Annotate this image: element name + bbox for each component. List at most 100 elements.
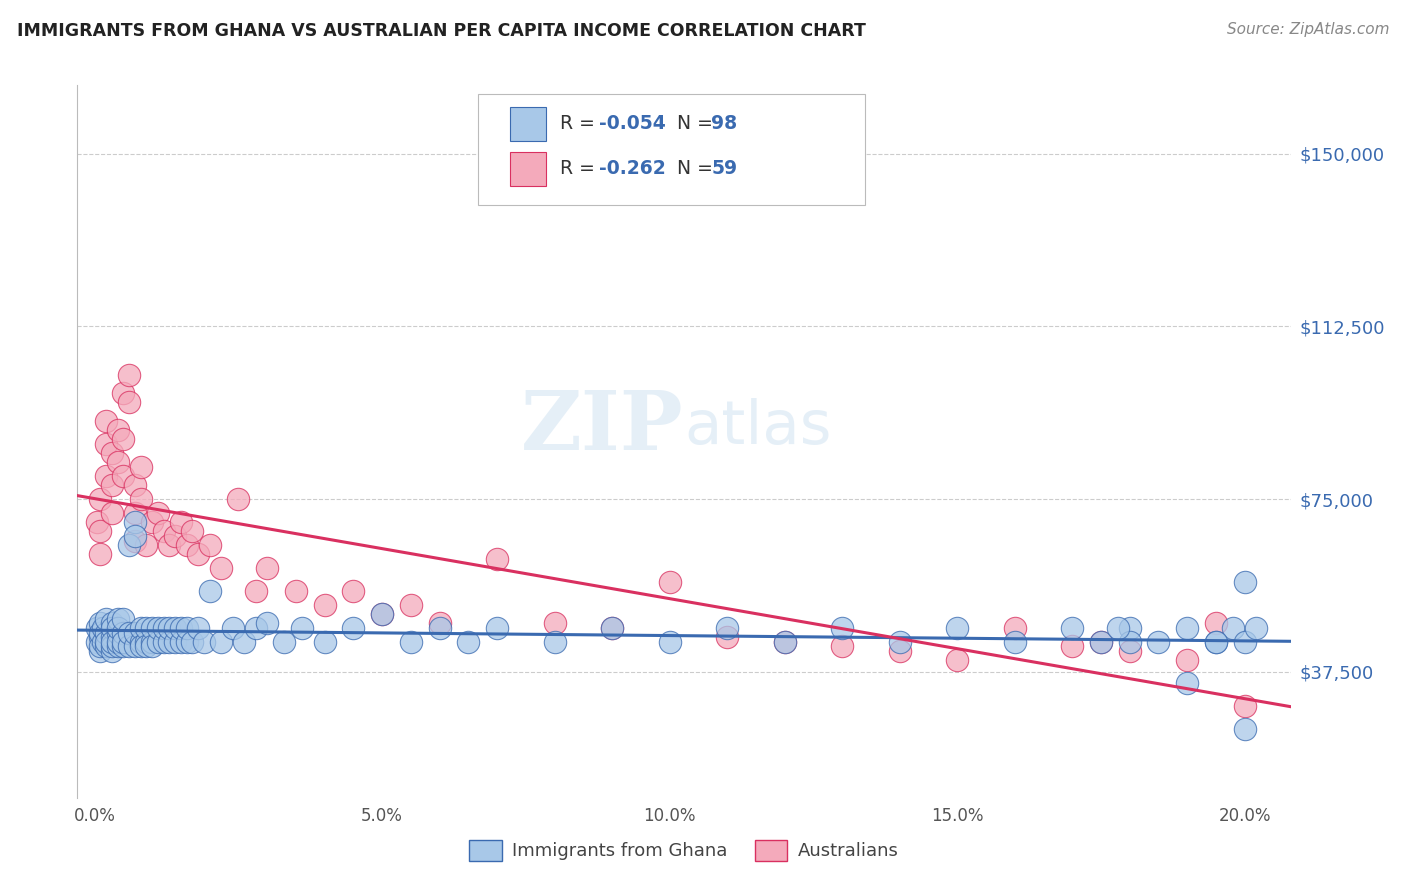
Point: [112, 432, 135, 446]
Point: [1175, 621, 1198, 635]
Point: [86, 621, 108, 635]
Point: [314, 635, 336, 649]
Text: Source: ZipAtlas.com: Source: ZipAtlas.com: [1226, 22, 1389, 37]
Point: [1147, 635, 1170, 649]
Point: [1004, 621, 1026, 635]
Point: [284, 584, 307, 599]
Point: [112, 469, 135, 483]
Point: [543, 635, 565, 649]
Point: [486, 621, 509, 635]
Point: [135, 640, 157, 654]
Point: [889, 635, 911, 649]
Point: [118, 368, 141, 382]
Point: [245, 584, 267, 599]
Point: [543, 616, 565, 631]
Point: [1222, 621, 1244, 635]
Point: [170, 621, 193, 635]
Point: [1062, 640, 1084, 654]
Point: [157, 538, 180, 552]
Text: N =: N =: [665, 114, 718, 134]
Point: [112, 612, 135, 626]
Point: [342, 584, 364, 599]
Point: [118, 395, 141, 409]
Point: [176, 621, 198, 635]
Point: [129, 621, 152, 635]
Point: [716, 621, 738, 635]
Point: [124, 478, 146, 492]
Point: [773, 635, 796, 649]
Point: [91, 621, 114, 635]
Point: [1233, 723, 1256, 737]
Point: [1118, 621, 1140, 635]
Point: [256, 616, 278, 631]
Point: [118, 640, 141, 654]
Point: [107, 625, 129, 640]
Point: [135, 538, 157, 552]
Point: [157, 635, 180, 649]
Point: [94, 469, 117, 483]
Point: [124, 515, 146, 529]
Text: 59: 59: [711, 159, 738, 178]
Point: [193, 635, 215, 649]
Point: [94, 635, 117, 649]
Point: [146, 621, 169, 635]
Point: [112, 625, 135, 640]
Point: [107, 621, 129, 635]
Point: [889, 644, 911, 658]
Point: [94, 414, 117, 428]
Point: [89, 524, 111, 539]
Point: [1233, 574, 1256, 589]
Point: [112, 635, 135, 649]
Point: [228, 492, 250, 507]
Point: [152, 621, 174, 635]
Point: [86, 635, 108, 649]
Text: -0.262: -0.262: [599, 159, 665, 178]
Point: [89, 640, 111, 654]
Point: [429, 616, 451, 631]
Point: [1205, 635, 1227, 649]
Point: [89, 644, 111, 658]
Point: [198, 538, 221, 552]
Point: [209, 635, 232, 649]
Point: [89, 492, 111, 507]
Point: [1090, 635, 1112, 649]
Point: [946, 653, 969, 667]
Point: [342, 621, 364, 635]
Point: [86, 515, 108, 529]
Point: [600, 621, 623, 635]
Point: [245, 621, 267, 635]
Text: R =: R =: [560, 114, 600, 134]
Point: [152, 635, 174, 649]
Point: [129, 635, 152, 649]
Point: [107, 635, 129, 649]
Point: [1090, 635, 1112, 649]
Point: [946, 621, 969, 635]
Point: [135, 635, 157, 649]
Point: [124, 529, 146, 543]
Point: [1233, 699, 1256, 714]
Point: [233, 635, 256, 649]
Point: [1107, 621, 1129, 635]
Point: [135, 621, 157, 635]
Point: [187, 547, 209, 561]
Point: [89, 625, 111, 640]
Point: [273, 635, 295, 649]
Point: [399, 598, 422, 612]
Text: IMMIGRANTS FROM GHANA VS AUSTRALIAN PER CAPITA INCOME CORRELATION CHART: IMMIGRANTS FROM GHANA VS AUSTRALIAN PER …: [17, 22, 866, 40]
Point: [89, 616, 111, 631]
Text: N =: N =: [665, 159, 718, 178]
Point: [1244, 621, 1267, 635]
Point: [198, 584, 221, 599]
Point: [371, 607, 394, 622]
Point: [1118, 635, 1140, 649]
Point: [124, 640, 146, 654]
Point: [112, 386, 135, 401]
Point: [181, 524, 204, 539]
Point: [1062, 621, 1084, 635]
Point: [1175, 676, 1198, 690]
Point: [94, 625, 117, 640]
Point: [831, 640, 853, 654]
Point: [181, 635, 204, 649]
Point: [399, 635, 422, 649]
Point: [658, 574, 681, 589]
